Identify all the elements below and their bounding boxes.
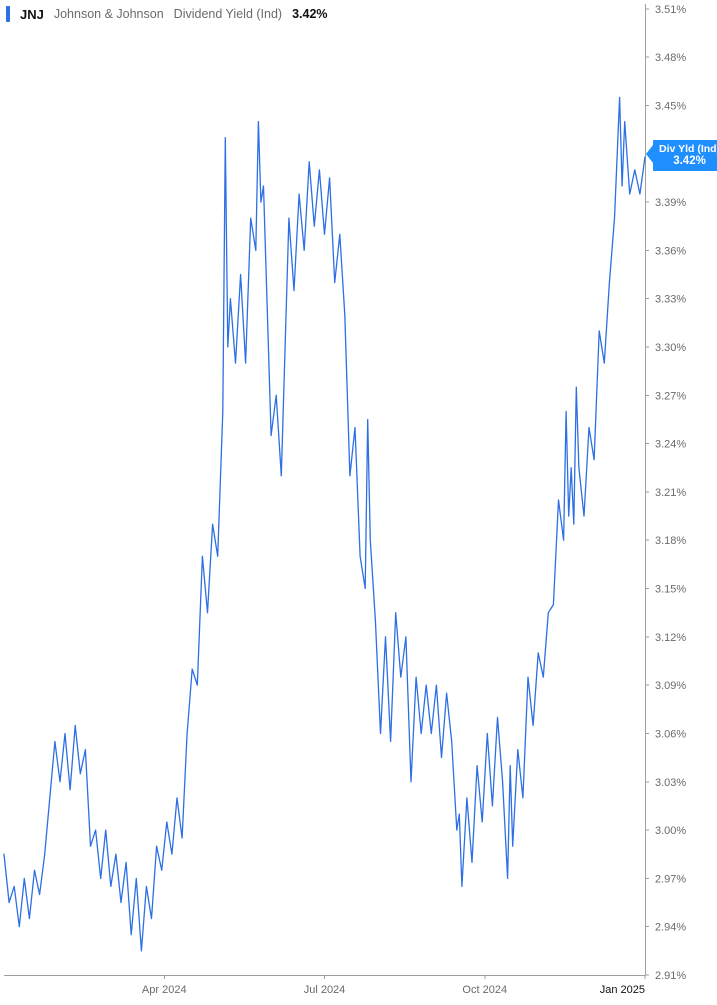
svg-text:3.45%: 3.45% — [655, 100, 686, 112]
svg-text:3.06%: 3.06% — [655, 728, 686, 740]
svg-text:3.39%: 3.39% — [655, 197, 686, 209]
svg-text:Jul 2024: Jul 2024 — [304, 984, 346, 996]
svg-text:3.12%: 3.12% — [655, 632, 686, 644]
svg-text:3.15%: 3.15% — [655, 584, 686, 596]
svg-text:3.09%: 3.09% — [655, 680, 686, 692]
svg-text:3.24%: 3.24% — [655, 439, 686, 451]
legend-swatch — [6, 6, 10, 22]
chart-legend: JNJ Johnson & Johnson Dividend Yield (In… — [6, 6, 328, 22]
svg-text:3.18%: 3.18% — [655, 535, 686, 547]
chart-container: JNJ Johnson & Johnson Dividend Yield (In… — [0, 0, 717, 1005]
legend-ticker: JNJ — [20, 7, 44, 22]
legend-value: 3.42% — [292, 7, 327, 21]
svg-text:3.33%: 3.33% — [655, 294, 686, 306]
legend-company: Johnson & Johnson — [54, 7, 164, 21]
line-chart[interactable]: 2.91% 2.94% 2.97% 3.00% 3.03% 3.06% 3.09% 3.12%… — [0, 0, 717, 1005]
svg-text:Jan 2025: Jan 2025 — [600, 984, 645, 996]
svg-text:3.21%: 3.21% — [655, 487, 686, 499]
svg-text:3.03%: 3.03% — [655, 777, 686, 789]
legend-metric: Dividend Yield (Ind) — [174, 7, 282, 21]
svg-text:2.94%: 2.94% — [655, 922, 686, 934]
svg-text:Oct 2024: Oct 2024 — [462, 984, 507, 996]
svg-text:2.97%: 2.97% — [655, 873, 686, 885]
svg-text:3.51%: 3.51% — [655, 4, 686, 16]
svg-text:3.48%: 3.48% — [655, 52, 686, 64]
svg-text:2.91%: 2.91% — [655, 970, 686, 982]
badge-label: Div Yld (Ind) — [659, 143, 717, 155]
svg-text:3.36%: 3.36% — [655, 245, 686, 257]
current-value-badge: Div Yld (Ind) 3.42% — [653, 140, 717, 171]
svg-text:Apr 2024: Apr 2024 — [142, 984, 187, 996]
svg-text:3.27%: 3.27% — [655, 390, 686, 402]
svg-text:3.00%: 3.00% — [655, 825, 686, 837]
badge-value: 3.42% — [659, 155, 717, 168]
badge-arrow-icon — [646, 145, 653, 163]
svg-text:3.30%: 3.30% — [655, 342, 686, 354]
